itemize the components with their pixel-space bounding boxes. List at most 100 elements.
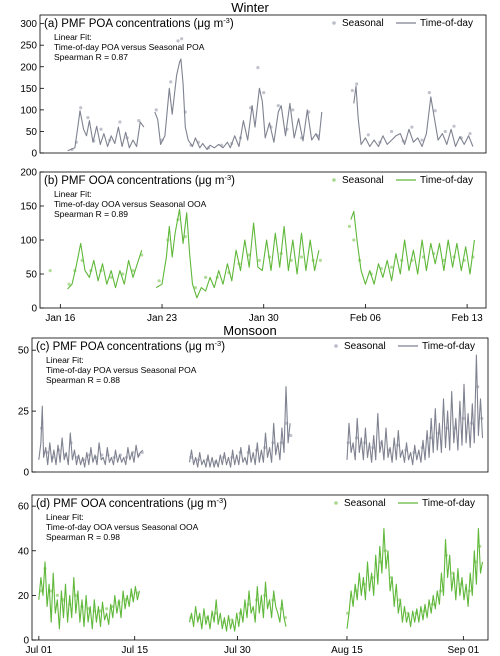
winter_poa-seasonal-point-5 [99,127,103,131]
winter_ooa-seasonal-point-7 [131,269,135,273]
winter_poa-legend-seasonal-marker [332,21,336,25]
monsoon_ooa-ytick-label-3: 60 [18,502,30,513]
winter_ooa-legend-seasonal-label: Seasonal [342,175,384,186]
winter_poa-ytick-label-1: 50 [26,127,38,138]
monsoon_poa-legend-time-of-day-label: Time-of-day [422,341,475,352]
winter_ooa-seasonal-point-5 [109,275,113,279]
monsoon_ooa-seasonal-point-11 [105,607,109,611]
monsoon_poa-plot-frame [31,337,489,473]
winter_poa-ytick-label-4: 200 [20,62,37,73]
winter_ooa-xtick-label-4: Feb 13 [452,313,484,324]
winter_ooa-legend-time-of-day-label: Time-of-day [420,175,473,186]
winter_poa-seasonal-point-24 [262,91,266,95]
monsoon_ooa-legend-seasonal-marker [334,501,338,505]
winter_poa-seasonal-point-28 [291,108,295,112]
winter_poa-seasonal-point-23 [256,66,260,70]
winter_poa-seasonal-point-33 [355,82,359,86]
winter_ooa-xtick-label-3: Feb 06 [350,313,382,324]
monsoon_poa-time-of-day-line-1 [188,386,291,468]
winter_ooa-seasonal-point-26 [318,258,322,262]
winter_poa-seasonal-point-32 [350,88,354,93]
winter_ooa-seasonal-point-6 [121,272,125,276]
winter_poa-time-of-day-line-2 [353,85,474,148]
winter_ooa-seasonal-point-20 [257,258,261,262]
monsoon_poa-time-of-day-line-0 [38,405,144,468]
monsoon_poa-legend-seasonal-label: Seasonal [344,341,386,352]
winter_poa-legend-seasonal-label: Seasonal [342,18,384,29]
winter_poa-annotation-line-2: Spearman R = 0.87 [54,52,128,62]
monsoon_ooa-time-of-day-line-2 [346,527,484,629]
winter_ooa-seasonal-point-32 [389,265,394,269]
winter_ooa-ytick-label-2: 100 [20,236,37,247]
winter_poa-seasonal-point-7 [118,120,122,124]
winter_poa-seasonal-point-13 [176,39,180,43]
winter_ooa-title: (b) PMF OOA concentrations (μg m-3) [44,173,235,188]
winter_poa-ytick-label-0: 0 [31,149,37,160]
winter_ooa-xtick-label-2: Jan 30 [249,313,279,324]
section-title-winter: Winter [231,0,269,15]
monsoon_poa-annotation-line-1: Time-of-day POA versus Seasonal POA [46,365,197,375]
winter_ooa-time-of-day-line-1 [155,208,320,299]
monsoon_ooa-annotation-line-2: Spearman R = 0.98 [46,532,120,542]
winter_ooa-plot-frame [39,171,487,309]
winter_ooa-legend-seasonal-marker [332,178,336,182]
winter_poa-seasonal-point-12 [169,80,173,84]
winter_poa-time-of-day-line-1 [154,58,323,151]
winter_poa-legend-time-of-day-label: Time-of-day [420,18,473,29]
winter_poa-ytick-label-5: 250 [20,41,37,52]
winter_poa-time-of-day-line-0 [67,110,145,152]
monsoon_poa-annotation-line-0: Linear Fit: [46,355,84,365]
winter_poa-seasonal-point-9 [137,119,141,123]
monsoon_ooa-xtick-label-0: Jul 01 [26,645,53,656]
winter_poa-seasonal-point-2 [79,106,83,110]
winter_ooa-seasonal-point-27 [347,224,352,228]
monsoon_ooa-time-of-day-line-0 [38,561,141,630]
monsoon_poa-ytick-label-2: 50 [18,346,30,357]
winter_poa-title: (a) PMF POA concentrations (μg m-3) [44,16,234,31]
winter_poa-seasonal-point-45 [468,131,472,136]
monsoon_poa-ytick-label-0: 0 [23,468,29,479]
monsoon_ooa-legend-time-of-day-label: Time-of-day [422,498,475,509]
winter_poa-seasonal-point-3 [86,116,90,120]
winter_ooa-seasonal-point-24 [299,255,304,259]
monsoon_ooa-ytick-label-2: 40 [18,546,30,557]
winter_poa-seasonal-point-10 [154,108,158,112]
monsoon_ooa-ytick-label-1: 20 [18,591,30,602]
winter_ooa-seasonal-point-15 [204,275,208,279]
monsoon_poa-time-of-day-line-2 [346,354,484,466]
winter_poa-plot-frame [39,14,487,154]
winter_ooa-time-of-day-line-0 [67,242,143,290]
monsoon_poa-legend-seasonal-marker [334,344,338,348]
winter_poa-seasonal-point-42 [443,129,447,134]
winter_poa-seasonal-point-40 [427,91,431,95]
winter_ooa-xtick-label-0: Jan 16 [45,313,75,324]
winter_poa-seasonal-point-41 [433,109,437,113]
winter_poa-seasonal-point-39 [420,138,424,142]
winter_ooa-ytick-label-1: 50 [26,270,38,281]
monsoon_ooa-annotation-line-1: Time-of-day OOA versus Seasonal OOA [46,522,199,532]
monsoon_poa-annotation-line-2: Spearman R = 0.88 [46,375,120,385]
winter_poa-annotation-line-0: Linear Fit: [54,32,92,42]
winter_ooa-seasonal-point-0 [67,282,71,286]
winter_poa-ytick-label-6: 300 [20,19,37,30]
section-title-monsoon: Monsoon [223,323,277,338]
monsoon_ooa-legend-seasonal-label: Seasonal [344,498,386,509]
winter_ooa-ytick-label-3: 150 [20,202,37,213]
winter_poa-seasonal-point-38 [410,125,414,129]
winter_ooa-seasonal-point-28 [352,238,356,242]
monsoon_ooa-xtick-label-2: Jul 30 [224,645,251,656]
winter_ooa-annotation-line-0: Linear Fit: [54,189,92,199]
winter_ooa-annotation-line-1: Time-of-day OOA versus Seasonal OOA [54,199,207,209]
monsoon_ooa-ytick-label-0: 0 [23,636,29,647]
winter_ooa-seasonal-point-9 [48,269,52,273]
monsoon_ooa-time-of-day-line-1 [188,581,287,632]
winter_ooa-time-of-day-line-2 [350,210,475,285]
monsoon_ooa-xtick-label-4: Sep 01 [447,645,479,656]
winter_ooa-ytick-label-4: 200 [20,168,37,179]
winter_ooa-xtick-label-1: Jan 23 [147,313,177,324]
monsoon_ooa-seasonal-point-3 [55,593,59,597]
monsoon_ooa-plot-frame [31,494,489,641]
winter_poa-seasonal-point-43 [452,124,456,128]
